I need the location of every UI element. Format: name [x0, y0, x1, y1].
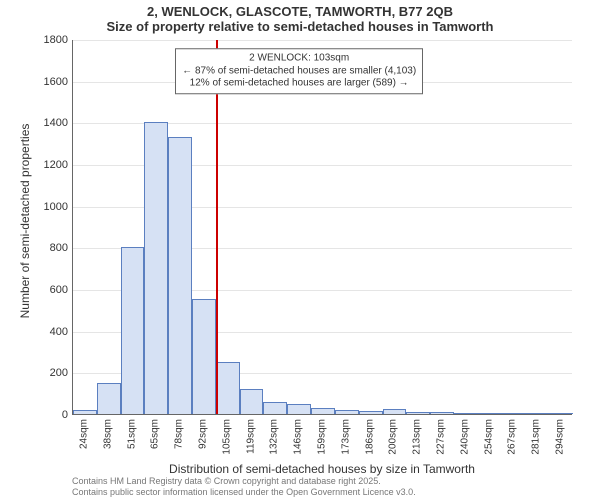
y-tick-label: 1600 [20, 76, 68, 88]
y-tick-label: 1000 [20, 201, 68, 213]
x-tick-label: 281sqm [531, 419, 542, 455]
x-tick-label: 186sqm [364, 419, 375, 455]
x-tick-label: 65sqm [150, 419, 161, 449]
y-tick-label: 1200 [20, 159, 68, 171]
footer-line-2: Contains public sector information licen… [72, 487, 416, 498]
annotation-line: ← 87% of semi-detached houses are smalle… [182, 65, 416, 78]
y-tick-label: 600 [20, 284, 68, 296]
y-tick-label: 1400 [20, 117, 68, 129]
x-axis-title: Distribution of semi-detached houses by … [72, 462, 572, 476]
x-tick-label: 92sqm [197, 419, 208, 449]
footer-line-1: Contains HM Land Registry data © Crown c… [72, 476, 416, 487]
histogram-bar [454, 413, 478, 414]
annotation-line: 12% of semi-detached houses are larger (… [182, 78, 416, 91]
x-tick-label: 159sqm [317, 419, 328, 455]
x-tick-label: 146sqm [293, 419, 304, 455]
x-tick-label: 38sqm [102, 419, 113, 449]
histogram-bar [430, 412, 454, 414]
chart-footer: Contains HM Land Registry data © Crown c… [72, 476, 416, 498]
histogram-bar [216, 362, 240, 414]
histogram-bar [263, 402, 287, 415]
histogram-plot: 2 WENLOCK: 103sqm← 87% of semi-detached … [72, 40, 572, 415]
gridline [73, 40, 572, 41]
histogram-bar [240, 389, 264, 414]
histogram-bar [73, 410, 97, 414]
x-tick-label: 51sqm [126, 419, 137, 449]
histogram-bar [144, 122, 168, 414]
x-tick-label: 240sqm [459, 419, 470, 455]
x-tick-label: 254sqm [483, 419, 494, 455]
x-tick-label: 105sqm [221, 419, 232, 455]
y-tick-label: 400 [20, 326, 68, 338]
y-tick-label: 200 [20, 367, 68, 379]
x-tick-label: 294sqm [555, 419, 566, 455]
histogram-bar [311, 408, 335, 414]
x-tick-label: 173sqm [340, 419, 351, 455]
histogram-bar [406, 412, 430, 415]
histogram-bar [383, 409, 407, 414]
histogram-bar [168, 137, 192, 414]
y-tick-label: 0 [20, 409, 68, 421]
histogram-bar [549, 413, 573, 414]
chart-title-line2: Size of property relative to semi-detach… [0, 19, 600, 34]
histogram-bar [478, 413, 502, 414]
x-tick-label: 132sqm [269, 419, 280, 455]
chart-title-line1: 2, WENLOCK, GLASCOTE, TAMWORTH, B77 2QB [0, 4, 600, 19]
x-tick-label: 119sqm [245, 419, 256, 454]
reference-line [216, 40, 218, 414]
histogram-bar [525, 413, 549, 414]
histogram-bar [335, 410, 359, 414]
histogram-bar [97, 383, 121, 414]
histogram-bar [359, 411, 383, 414]
x-tick-label: 200sqm [388, 419, 399, 455]
annotation-box: 2 WENLOCK: 103sqm← 87% of semi-detached … [175, 49, 423, 95]
histogram-bar [287, 404, 311, 414]
y-tick-label: 800 [20, 242, 68, 254]
y-tick-label: 1800 [20, 34, 68, 46]
x-tick-label: 227sqm [436, 419, 447, 455]
annotation-line: 2 WENLOCK: 103sqm [182, 53, 416, 66]
x-tick-label: 213sqm [412, 419, 423, 455]
x-tick-label: 267sqm [507, 419, 518, 455]
histogram-bar [502, 413, 526, 414]
x-tick-label: 24sqm [78, 419, 89, 449]
x-tick-label: 78sqm [174, 419, 185, 449]
histogram-bar [192, 299, 216, 414]
histogram-bar [121, 247, 145, 414]
